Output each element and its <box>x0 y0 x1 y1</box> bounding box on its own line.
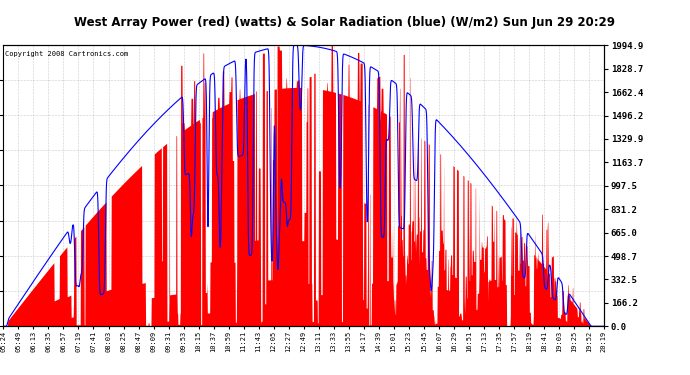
Text: West Array Power (red) (watts) & Solar Radiation (blue) (W/m2) Sun Jun 29 20:29: West Array Power (red) (watts) & Solar R… <box>75 16 615 29</box>
Text: Copyright 2008 Cartronics.com: Copyright 2008 Cartronics.com <box>5 51 128 57</box>
